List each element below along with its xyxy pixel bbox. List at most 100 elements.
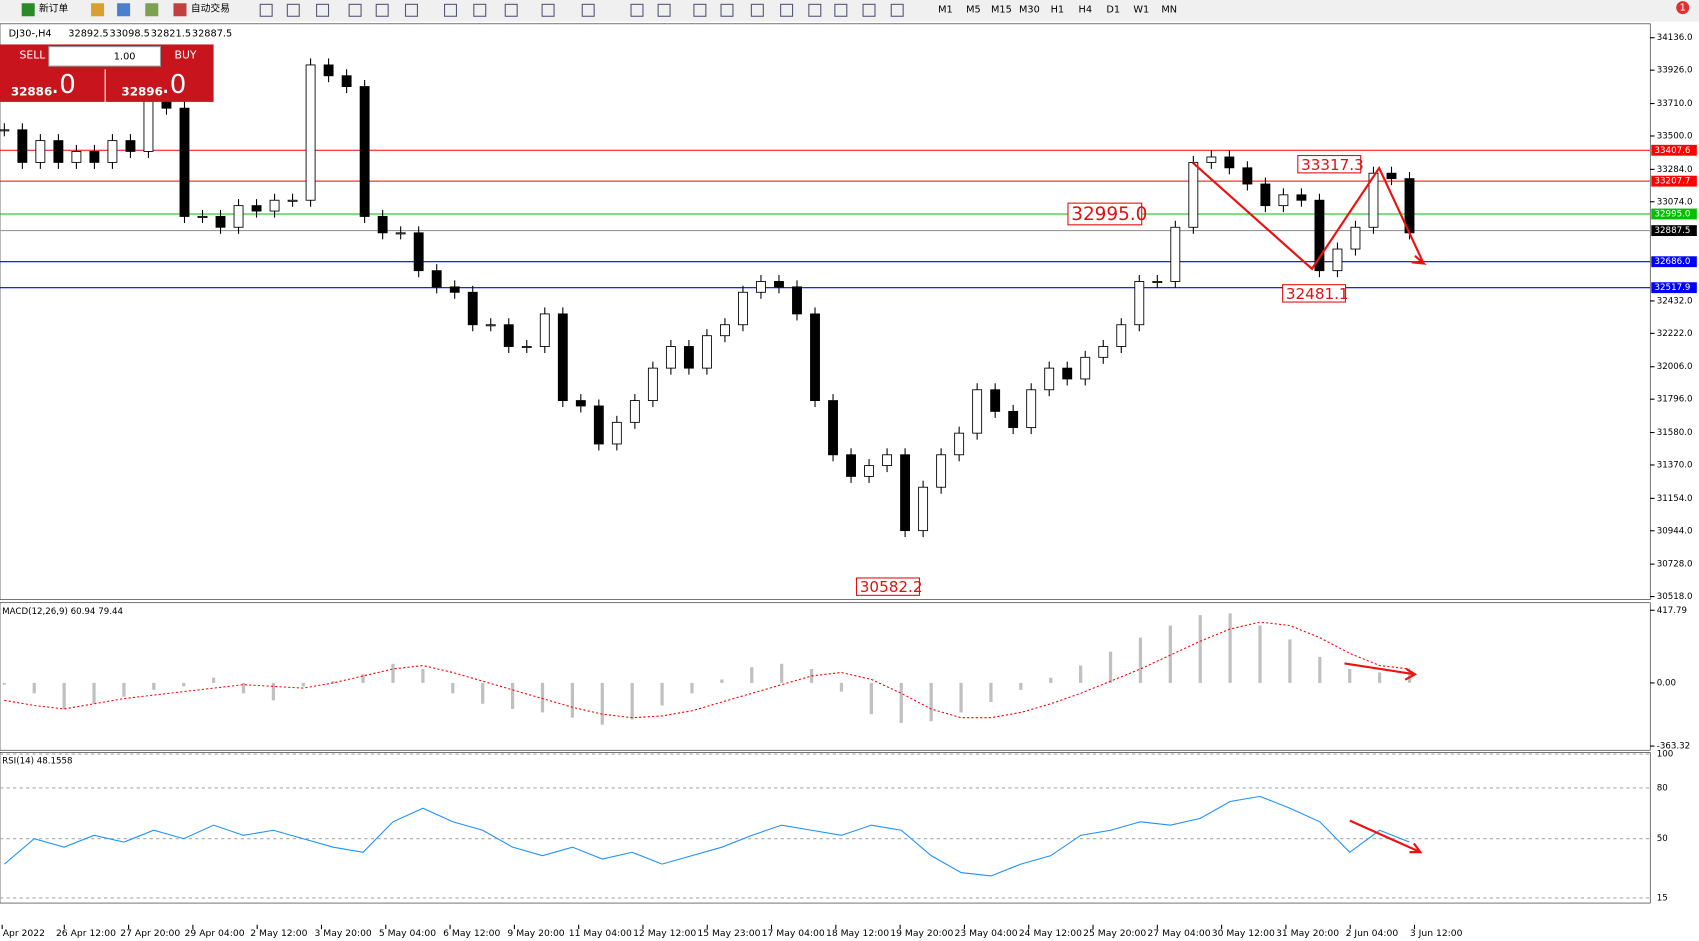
ask-tail[interactable]: .0 — [162, 70, 187, 100]
candle — [413, 232, 424, 272]
level-tag — [1651, 175, 1697, 187]
icon[interactable] — [117, 3, 131, 17]
candle — [1134, 281, 1145, 326]
tool-icon[interactable] — [630, 3, 644, 17]
tool-icon[interactable] — [316, 3, 330, 17]
candle — [1152, 281, 1163, 284]
y-tick-label: 417.79 — [1657, 606, 1687, 616]
new-order[interactable]: 新订单 — [39, 2, 69, 15]
level-label: 32686.0 — [1655, 257, 1691, 267]
tool-icon[interactable] — [657, 3, 671, 17]
y-tick-label: 32222.0 — [1657, 329, 1693, 339]
x-tick-label: 12 May 12:00 — [633, 928, 696, 939]
sell-button[interactable]: SELL — [20, 48, 46, 61]
lots[interactable]: 1.00 — [114, 51, 136, 62]
icon[interactable] — [145, 3, 159, 17]
candle — [774, 281, 784, 288]
candle — [251, 205, 262, 212]
auto-trade-icon[interactable] — [173, 3, 187, 17]
candle — [1260, 183, 1271, 207]
auto-trade[interactable]: 自动交易 — [191, 2, 230, 15]
candle — [539, 313, 550, 347]
annotation-box — [856, 577, 920, 596]
candle — [900, 454, 911, 532]
y-tick-label: 32432.0 — [1657, 296, 1693, 306]
level-label: 33407.6 — [1655, 146, 1691, 156]
tool-icon[interactable] — [693, 3, 707, 17]
candle — [269, 199, 280, 212]
tool-icon[interactable] — [862, 3, 876, 17]
candle — [792, 286, 802, 315]
candle — [1242, 167, 1253, 185]
tool-icon[interactable] — [375, 3, 389, 17]
x-tick-label: 30 May 12:00 — [1212, 928, 1275, 939]
tool-icon[interactable] — [348, 3, 362, 17]
tool-icon[interactable] — [286, 3, 300, 17]
indicators: MACD(12,26,9) 60.94 79.44 417.79 0.00 -363.… — [0, 606, 1690, 903]
drawings — [1191, 161, 1427, 854]
candle — [810, 313, 820, 402]
x-tick-label: 15 May 23:00 — [697, 928, 760, 939]
tool-icon[interactable] — [473, 3, 487, 17]
annotation: 32995.0 — [1071, 204, 1147, 225]
timeframe[interactable]: D1 — [1106, 5, 1120, 16]
new-order-icon[interactable] — [21, 3, 35, 17]
candle — [233, 205, 244, 228]
timeframe[interactable]: MN — [1161, 5, 1177, 16]
tool-icon[interactable] — [541, 3, 555, 17]
tool-icon[interactable] — [504, 3, 518, 17]
bid-tail[interactable]: .0 — [51, 70, 76, 100]
candle — [35, 140, 46, 163]
bid[interactable]: 32886 — [11, 85, 52, 99]
candle — [143, 96, 154, 152]
timeframe[interactable]: H1 — [1051, 5, 1065, 16]
ask[interactable]: 32896 — [121, 85, 162, 99]
ohlc-value: 33098.5 — [110, 29, 150, 40]
tool-icon[interactable] — [443, 3, 458, 17]
x-tick-label: 9 May 20:00 — [507, 928, 564, 939]
candle — [701, 335, 712, 369]
y-tick-label: 15 — [1657, 893, 1668, 903]
y-tick-label: 34136.0 — [1657, 33, 1693, 43]
tool-icon[interactable] — [750, 3, 764, 17]
tool-icon[interactable] — [780, 3, 794, 17]
lots-box[interactable] — [48, 46, 162, 67]
candle — [1080, 356, 1091, 380]
candle — [665, 346, 676, 369]
level-label: 32995.0 — [1655, 209, 1691, 219]
candle — [575, 400, 586, 407]
x-tick-label: 17 May 04:00 — [762, 928, 825, 939]
buy-button[interactable]: BUY — [175, 48, 197, 61]
timeframe[interactable]: H4 — [1079, 5, 1093, 16]
tool-icon[interactable] — [581, 3, 595, 17]
timeframe[interactable]: M1 — [938, 5, 953, 16]
rsi-panel — [0, 752, 1651, 904]
timeframe[interactable]: M30 — [1019, 5, 1040, 16]
tool-icon[interactable] — [259, 3, 273, 17]
candle — [1278, 194, 1289, 207]
main-chart: 34136.0 33926.0 33710.0 33500.0 33284.0 33074… — [0, 33, 1697, 939]
tool-icon[interactable] — [404, 3, 418, 17]
x-tick-label: 5 May 04:00 — [379, 928, 436, 939]
candle — [179, 107, 190, 217]
tool-icon[interactable] — [720, 3, 734, 17]
candle — [125, 140, 136, 152]
badge[interactable] — [1676, 1, 1690, 15]
candle — [1170, 226, 1181, 282]
tool-icon[interactable] — [890, 3, 904, 17]
timeframe[interactable]: W1 — [1133, 5, 1149, 16]
level-label: 32517.9 — [1655, 283, 1691, 293]
candle — [521, 346, 532, 349]
candle — [557, 313, 568, 402]
candle — [936, 454, 947, 488]
candle — [593, 405, 604, 445]
toolbar — [0, 0, 1699, 22]
timeframe[interactable]: M5 — [966, 5, 981, 16]
timeframe[interactable]: M15 — [991, 5, 1012, 16]
candle — [71, 150, 82, 163]
candle — [1116, 324, 1127, 347]
icon[interactable] — [91, 3, 105, 17]
tool-icon[interactable] — [834, 3, 848, 17]
tool-icon[interactable] — [808, 3, 822, 17]
